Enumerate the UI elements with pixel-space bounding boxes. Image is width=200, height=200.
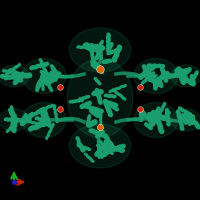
Ellipse shape (69, 28, 131, 72)
Ellipse shape (67, 58, 133, 138)
Ellipse shape (134, 58, 178, 94)
Ellipse shape (22, 58, 66, 94)
Ellipse shape (171, 109, 200, 131)
Ellipse shape (0, 109, 29, 131)
Ellipse shape (0, 65, 29, 87)
Ellipse shape (69, 124, 131, 168)
Ellipse shape (134, 102, 178, 138)
Ellipse shape (22, 102, 66, 138)
Ellipse shape (171, 65, 200, 87)
